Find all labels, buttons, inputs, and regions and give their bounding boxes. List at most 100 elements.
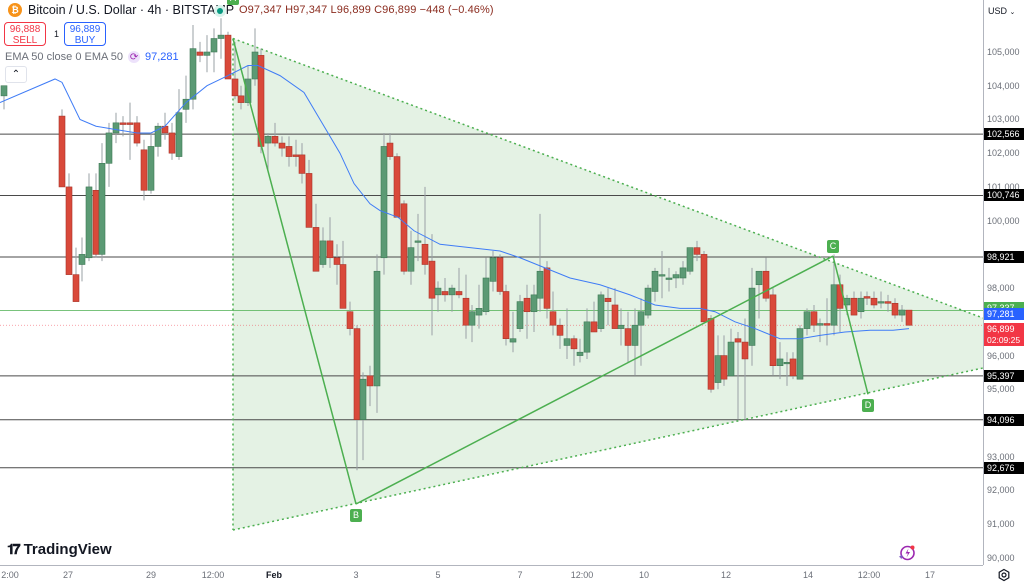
- settings-icon[interactable]: [997, 568, 1011, 582]
- pattern-point-d[interactable]: D: [862, 399, 874, 413]
- candle-body: [126, 122, 134, 125]
- candle-body: [576, 351, 584, 356]
- candle-body: [119, 122, 127, 125]
- candle-body: [624, 328, 632, 346]
- candle-body: [278, 142, 286, 149]
- time-tick: 27: [62, 570, 74, 580]
- candle-body: [637, 311, 645, 326]
- bar-countdown: 02:09:25: [984, 334, 1024, 347]
- abcd-leg: [832, 255, 869, 395]
- price-level-label: 95,397: [984, 369, 1024, 382]
- candle-body: [434, 287, 442, 296]
- candle-body: [556, 324, 564, 336]
- candle-body: [597, 294, 605, 329]
- candle-body: [482, 277, 490, 313]
- price-tick: 103,000: [987, 114, 1020, 125]
- candle-body: [850, 297, 858, 316]
- market-status-icon[interactable]: [214, 5, 226, 17]
- currency-select[interactable]: USD ⌄: [986, 3, 1024, 20]
- chevron-down-icon: ⌄: [1009, 9, 1016, 16]
- candle-body: [175, 112, 183, 157]
- candle-body: [536, 270, 544, 299]
- candle-body: [543, 267, 551, 309]
- close-value: C96,899: [374, 4, 417, 16]
- candle-body: [462, 297, 470, 326]
- time-tick: 12: [720, 570, 732, 580]
- pattern-point-a[interactable]: A: [227, 0, 239, 5]
- candle-body: [428, 260, 436, 299]
- candle-body: [85, 186, 93, 259]
- candle-body: [776, 358, 784, 366]
- candle-body: [196, 51, 204, 56]
- candle-body: [905, 309, 913, 326]
- candle-body: [346, 311, 354, 329]
- price-level-label: 102,566: [984, 128, 1024, 141]
- candle-body: [326, 240, 334, 259]
- price-tick: 91,000: [987, 519, 1015, 530]
- candle-body: [380, 146, 388, 259]
- candle-body: [112, 122, 120, 134]
- candle-body: [366, 375, 374, 387]
- candle-body: [489, 257, 497, 282]
- candle-body: [631, 324, 639, 346]
- candle-body: [0, 85, 8, 97]
- refresh-icon[interactable]: ⟳: [128, 51, 141, 63]
- bitcoin-icon: ₿: [8, 3, 22, 17]
- candle-body: [769, 294, 777, 366]
- candle-body: [441, 291, 449, 296]
- collapse-legend-button[interactable]: ⌃: [5, 66, 27, 83]
- candle-body: [58, 115, 66, 188]
- time-tick: 3: [353, 570, 359, 580]
- candle-body: [203, 51, 211, 56]
- pattern-point-b[interactable]: B: [350, 508, 362, 522]
- candle-body: [468, 311, 476, 326]
- price-tick: 96,000: [987, 350, 1015, 361]
- candle-body: [583, 321, 591, 353]
- candle-body: [182, 98, 190, 110]
- candle-body: [210, 38, 218, 53]
- candle-body: [679, 267, 687, 279]
- candle-body: [224, 34, 232, 80]
- candle-body: [407, 247, 415, 272]
- candle-body: [264, 136, 272, 144]
- candle-body: [496, 257, 504, 292]
- price-tick: 105,000: [987, 47, 1020, 57]
- change-value: −448 (−0.46%): [419, 4, 494, 16]
- time-axis[interactable]: [0, 565, 983, 585]
- candle-body: [700, 254, 708, 323]
- price-level-label: 97,281: [984, 308, 1024, 321]
- open-value: O97,347: [239, 4, 282, 16]
- candle-body: [870, 297, 878, 306]
- ema-value: 97,281: [145, 51, 179, 63]
- sell-button[interactable]: 96,888 SELL: [4, 22, 46, 46]
- ema-legend[interactable]: EMA 50 close 0 EMA 50 ⟳ 97,281: [5, 51, 179, 63]
- buy-button[interactable]: 96,889 BUY: [64, 22, 106, 46]
- price-level-label: 94,096: [984, 413, 1024, 426]
- candle-body: [373, 270, 381, 387]
- candle-body: [714, 355, 722, 383]
- sell-price: 96,888: [9, 24, 41, 35]
- candle-body: [414, 240, 422, 243]
- tradingview-logo[interactable]: 𝟏𝟕 TradingView: [7, 541, 112, 558]
- candle-body: [570, 338, 578, 350]
- candle-body: [590, 321, 598, 333]
- candle-body: [105, 132, 113, 164]
- logo-text: TradingView: [23, 541, 112, 558]
- flash-alert-icon[interactable]: [898, 544, 916, 562]
- price-level-label: 96,899: [984, 323, 1024, 336]
- candle-body: [312, 227, 320, 272]
- candle-body: [891, 302, 899, 316]
- candle-body: [898, 309, 906, 316]
- candle-body: [455, 291, 463, 296]
- spread-value: 1: [54, 29, 60, 39]
- symbol-header[interactable]: ₿ Bitcoin / U.S. Dollar · 4h · BITSTAMP: [8, 3, 234, 17]
- tradingview-logo-icon: 𝟏𝟕: [7, 541, 21, 557]
- price-level-label: 92,676: [984, 461, 1024, 474]
- time-tick: 29: [145, 570, 157, 580]
- candle-body: [672, 274, 680, 279]
- pattern-point-c[interactable]: C: [827, 240, 839, 254]
- candle-body: [393, 156, 401, 218]
- candle-body: [693, 247, 701, 255]
- candle-body: [796, 328, 804, 380]
